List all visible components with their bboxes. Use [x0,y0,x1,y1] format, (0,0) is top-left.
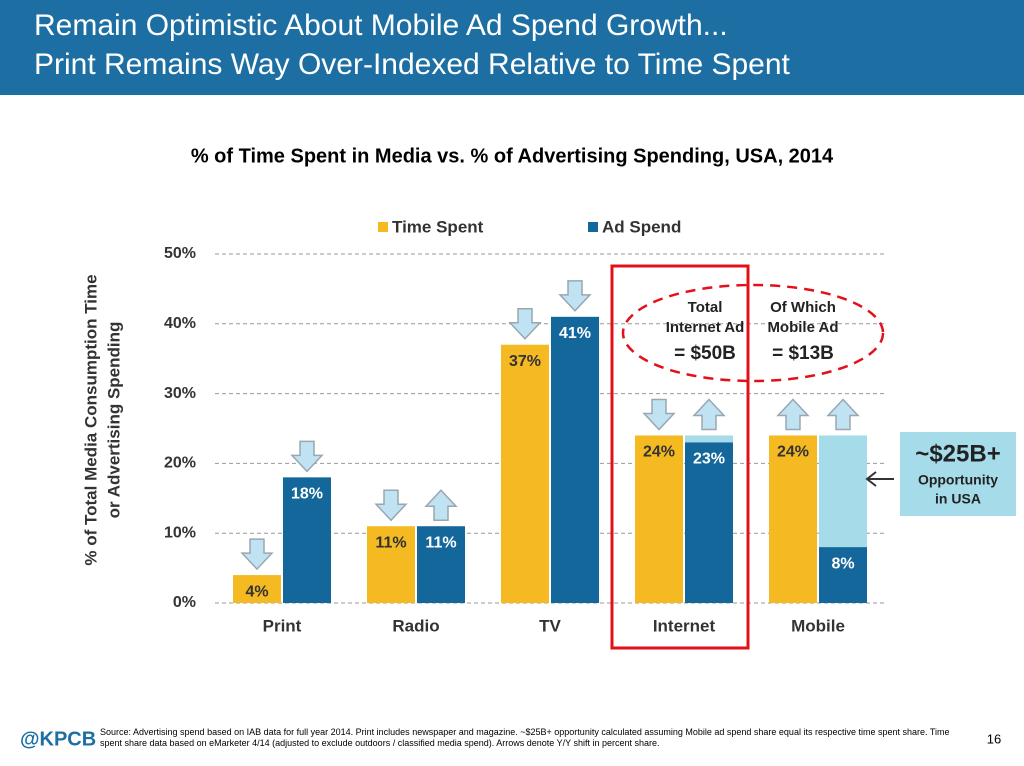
legend-swatch [378,222,388,232]
y-tick-label: 30% [164,385,196,402]
bar [283,477,331,603]
brand: @KPCB [20,728,96,750]
trend-arrow [642,398,676,431]
bar [685,442,733,603]
y-tick-label: 50% [164,245,196,262]
value-label: 11% [375,534,406,551]
bar [501,344,549,603]
page-number: 16 [987,731,1001,746]
trend-arrow [692,398,726,431]
header-title: Remain Optimistic About Mobile Ad Spend … [34,9,728,42]
header-band [0,0,1024,95]
x-tick-label: Print [263,616,302,635]
value-label: 41% [559,325,591,342]
trend-arrow [776,398,810,431]
annotation: Of Which [770,299,836,316]
annotation: Internet Ad [666,319,745,336]
annotation: in USA [935,491,981,507]
trend-arrow [290,440,324,473]
bar [417,526,465,603]
y-tick-label: 20% [164,455,196,472]
x-tick-label: Mobile [791,616,845,635]
legend-label: Ad Spend [602,217,681,236]
bar [367,526,415,603]
x-tick-label: Internet [653,616,716,635]
trend-arrow [424,489,458,521]
trend-arrow [558,280,592,312]
annotation: = $13B [772,343,834,364]
y-axis-label: % of Total Media Consumption Time [81,274,100,565]
trend-arrow [374,489,408,522]
header-title: Print Remains Way Over-Indexed Relative … [34,48,791,81]
bar [551,316,599,603]
trend-arrow [826,398,860,431]
y-axis-label: or Advertising Spending [104,322,123,519]
bar [233,575,281,603]
x-tick-label: Radio [392,616,439,635]
annotation: = $50B [674,343,736,364]
value-label: 24% [777,444,809,461]
y-tick-label: 40% [164,315,196,332]
bar [635,435,683,603]
y-tick-label: 0% [173,594,196,611]
bar [769,435,817,603]
legend-swatch [588,222,598,232]
value-label: 18% [291,486,323,503]
value-label: 24% [643,444,675,461]
value-label: 37% [509,353,541,370]
opportunity-box [900,432,1016,516]
highlight-box [610,264,750,650]
chart-title: % of Time Spent in Media vs. % of Advert… [191,145,834,167]
bar [819,547,867,603]
value-label: 4% [245,583,268,600]
trend-arrow [240,538,274,571]
legend-label: Time Spent [392,217,484,236]
value-label: 11% [425,534,456,551]
x-tick-label: TV [539,616,561,635]
annotation: Opportunity [918,472,998,488]
annotation: Mobile Ad [767,319,838,336]
annotation: ~$25B+ [915,440,1000,467]
trend-arrow [508,307,542,340]
annotation: Total [688,299,723,316]
y-tick-label: 10% [164,524,196,541]
source-note: Source: Advertising spend based on IAB d… [100,727,950,748]
pointer-arrow-head [865,471,877,487]
value-label: 23% [693,451,725,468]
highlight-ellipse [621,283,885,383]
value-label: 8% [831,555,854,572]
